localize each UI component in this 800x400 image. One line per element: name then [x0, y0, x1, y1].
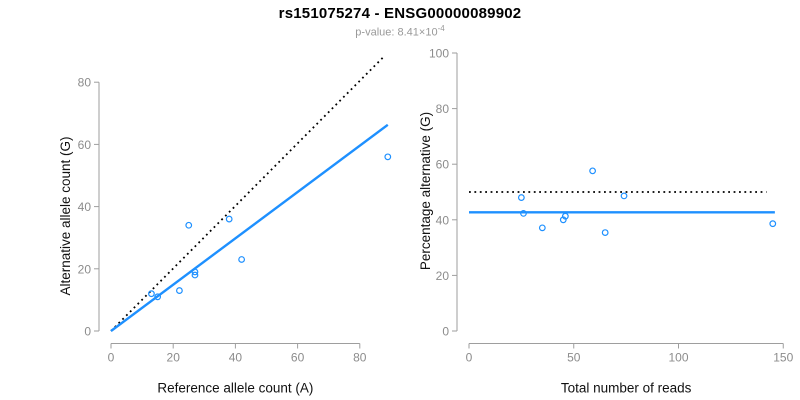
data-point — [538, 224, 546, 232]
x-tick-label: 20 — [167, 351, 181, 365]
y-axis-label: Percentage alternative (G) — [418, 112, 433, 270]
y-tick-label: 40 — [78, 200, 92, 214]
y-tick-label: 0 — [442, 325, 449, 339]
p-value-text: p-value: 8.41×10 — [355, 26, 438, 39]
data-point — [559, 216, 567, 224]
data-point — [148, 290, 155, 298]
regression-line — [110, 123, 389, 332]
y-tick-label: 20 — [78, 262, 92, 276]
data-point — [520, 210, 527, 217]
y-tick-label: 0 — [84, 325, 91, 339]
y-tick-label: 60 — [78, 138, 92, 152]
x-axis-label: Total number of reads — [561, 381, 692, 396]
data-point — [225, 215, 233, 223]
p-value-exponent: -4 — [437, 24, 445, 33]
data-point — [589, 167, 597, 175]
percentage-scatterplot: 0 20 40 60 80 100 0 50 100 150 Total number of rea… — [418, 47, 794, 396]
x-tick-label: 0 — [108, 351, 115, 365]
data-point — [176, 287, 183, 294]
y-axis-label: Alternative allele count (G) — [58, 136, 73, 295]
data-point — [238, 256, 246, 263]
x-tick-label: 60 — [291, 351, 305, 365]
identity-line — [110, 55, 386, 332]
data-point — [384, 153, 392, 161]
x-tick-label: 100 — [668, 351, 688, 365]
figure-title: rs151075274 - ENSG00000089902 — [278, 5, 522, 22]
x-axis-label: Reference allele count (A) — [157, 381, 313, 396]
x-tick-label: 0 — [466, 351, 473, 365]
y-tick-label: 60 — [436, 158, 450, 172]
x-tick-label: 80 — [353, 351, 367, 365]
data-point — [620, 192, 628, 200]
data-point — [191, 271, 199, 279]
x-tick-label: 40 — [229, 351, 243, 365]
x-tick-label: 150 — [773, 351, 793, 365]
data-point — [185, 221, 193, 229]
y-tick-label: 80 — [78, 76, 92, 90]
data-point — [517, 194, 525, 201]
data-point — [154, 293, 162, 301]
figure-subtitle: p-value: 8.41×10-4 — [0, 24, 800, 39]
allele-count-scatterplot: 0 20 40 60 80 0 20 40 60 80 Reference allele count… — [58, 55, 392, 396]
y-tick-label: 80 — [436, 102, 450, 116]
data-point — [561, 212, 569, 220]
y-tick-label: 20 — [436, 269, 450, 283]
y-tick-label: 40 — [436, 213, 450, 227]
y-tick-label: 100 — [429, 47, 449, 61]
x-tick-label: 50 — [567, 351, 581, 365]
data-point — [191, 268, 199, 276]
data-point — [601, 229, 609, 236]
data-point — [769, 220, 777, 228]
